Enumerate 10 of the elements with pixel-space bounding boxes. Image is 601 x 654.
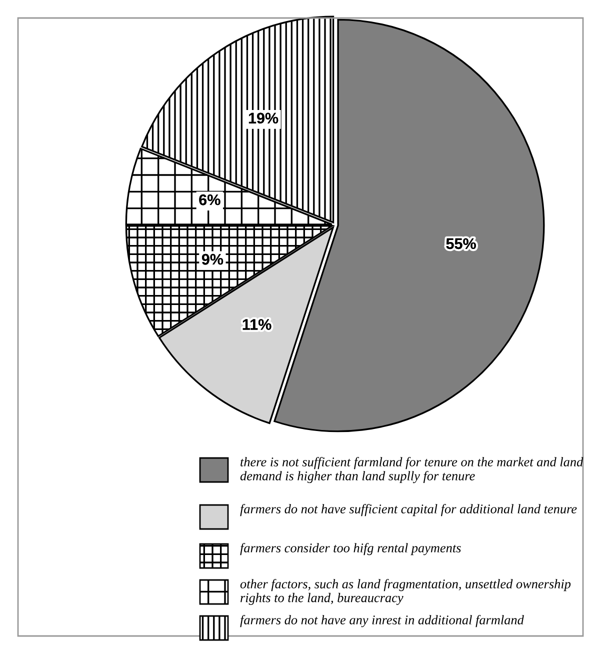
data-label: 6%: [199, 194, 220, 206]
legend-label: farmers do not have sufficient capital for additional land tenure: [240, 504, 577, 516]
legend-label: other factors, such as land fragmentation, unsettled ownership rights to the land, bureaucracy: [240, 579, 571, 605]
data-label: 19%: [248, 112, 278, 124]
legend-label: farmers do not have any inrest in additional farmland: [240, 615, 524, 628]
data-label: 11%: [242, 319, 272, 330]
legend-label: there is not sufficient farmland for tenure on the market and land demand is higher than land suplly for tenure: [240, 457, 584, 484]
data-label: 9%: [202, 254, 224, 265]
data-label: 55%: [446, 238, 476, 250]
legend-label: farmers consider too hifg rental payments: [240, 543, 461, 556]
